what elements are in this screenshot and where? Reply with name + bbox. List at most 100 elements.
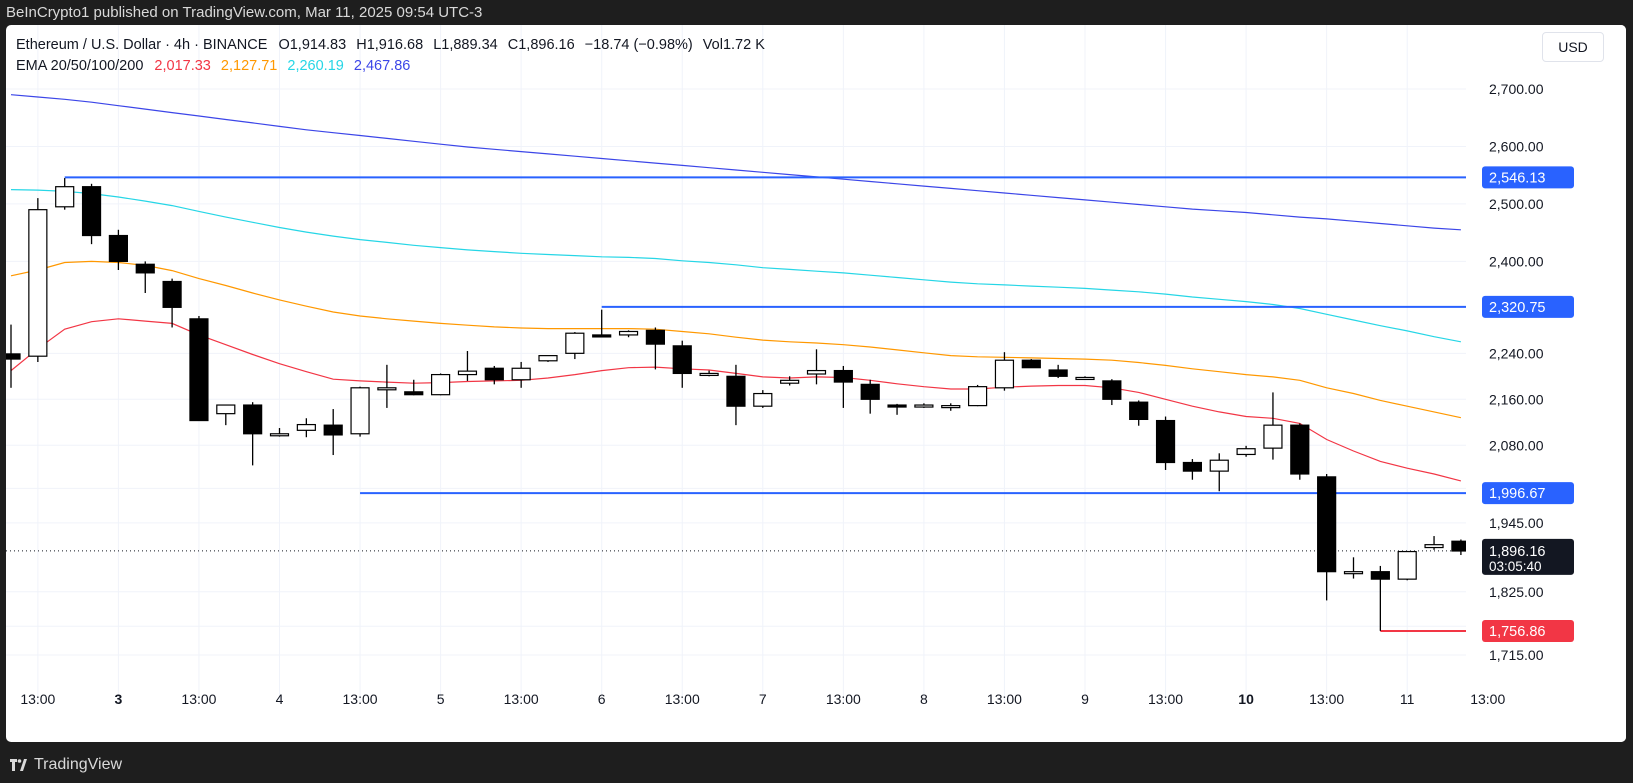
candle-body[interactable] [1075,376,1095,381]
candle-body[interactable] [753,392,773,407]
candle-body[interactable] [323,424,343,436]
candle-body[interactable] [1343,571,1364,575]
ema-line-100 [10,189,1462,343]
candle-body[interactable] [1021,359,1041,369]
candle-body[interactable] [726,375,746,407]
level-tag-label: 1,996.67 [1489,486,1545,502]
y-tick-label: 2,160.00 [1489,391,1544,407]
ema-line-50 [10,260,1462,419]
candle-body[interactable] [538,355,558,362]
ema100-value: 2,260.19 [287,58,344,74]
footer-brand-label: TradingView [34,756,123,773]
x-tick-label: 13:00 [826,691,861,707]
x-tick-label: 4 [276,691,284,707]
candle-body[interactable] [1236,448,1256,456]
close-value: 1,896.16 [518,37,575,53]
candle-body[interactable] [243,404,263,435]
candle-body[interactable] [135,263,155,274]
candle-body[interactable] [6,353,21,360]
ema-label[interactable]: EMA 20/50/100/200 [16,58,144,74]
candle-body[interactable] [81,186,102,237]
x-tick-label: 13:00 [1148,691,1183,707]
candle-body[interactable] [1129,401,1149,421]
candle-body[interactable] [806,369,827,375]
vol-label: Vol [702,37,723,53]
candle-body[interactable] [967,386,988,407]
level-tag[interactable] [1482,166,1574,189]
chart-panel[interactable]: 2,700.00 2,600.00 2,500.00 2,400.00 2,240.00… [6,25,1626,742]
high-label: H [356,37,367,53]
x-tick-label: 6 [598,691,606,707]
candle-body[interactable] [1317,476,1337,573]
candle-body[interactable] [216,404,236,415]
legend-row-symbol: Ethereum / U.S. Dollar · 4h · BINANCE O1… [16,35,771,56]
level-tag-label: 1,756.86 [1489,624,1545,640]
level-tag[interactable] [1482,619,1574,642]
y-tick-label: 1,945.00 [1489,515,1544,531]
footer-brand[interactable]: TradingView [10,752,122,778]
x-tick-label: 13:00 [987,691,1022,707]
x-tick-label: 13:00 [665,691,700,707]
candle-body[interactable] [162,280,182,308]
candle-body[interactable] [645,329,666,345]
x-tick-label: 10 [1238,691,1254,707]
candle-body[interactable] [1397,550,1417,580]
y-tick-label: 2,500.00 [1489,196,1544,212]
candle-body[interactable] [431,373,451,396]
candle-body[interactable] [189,318,209,422]
current-price-tag[interactable] [1482,538,1574,575]
x-tick-label: 13:00 [1470,691,1505,707]
candle-body[interactable] [350,387,370,435]
y-tick-label: 2,240.00 [1489,345,1544,361]
candle-body[interactable] [511,367,531,381]
y-tick-label: 1,715.00 [1489,647,1544,663]
ema50-value: 2,127.71 [220,58,278,74]
y-tick-label: 2,600.00 [1489,138,1544,154]
candle-body[interactable] [914,404,934,408]
current-price-label: 1,896.16 [1489,544,1545,560]
candle-body[interactable] [1102,380,1122,400]
candle-body[interactable] [1182,461,1203,472]
candle-body[interactable] [672,345,692,375]
candle-body[interactable] [887,404,907,408]
candle-body[interactable] [1290,424,1310,475]
level-tag[interactable] [1482,295,1574,318]
candle-body[interactable] [457,370,478,376]
y-tick-label: 2,400.00 [1489,253,1544,269]
candle-body[interactable] [404,391,424,396]
candle-body[interactable] [28,209,48,357]
x-tick-label: 9 [1081,691,1089,707]
candlestick-chart[interactable]: 2,700.00 2,600.00 2,500.00 2,400.00 2,240.00… [6,25,1626,742]
candle-body[interactable] [1209,459,1229,472]
candle-body[interactable] [565,332,585,354]
candle-body[interactable] [833,369,853,383]
candle-body[interactable] [592,334,612,338]
currency-button[interactable]: USD [1542,32,1604,62]
candle-body[interactable] [269,433,290,437]
level-tag-label: 2,320.75 [1489,300,1545,316]
candle-body[interactable] [1424,544,1444,549]
candle-body[interactable] [860,383,880,400]
candle-body[interactable] [484,367,504,381]
legend-row-ema: EMA 20/50/100/200 2,017.33 2,127.71 2,26… [16,56,771,77]
candle-body[interactable] [296,423,316,431]
x-tick-label: 8 [920,691,928,707]
candle-body[interactable] [1155,419,1176,464]
candle-body[interactable] [108,234,129,262]
level-tag[interactable] [1482,482,1574,505]
candle-body[interactable] [994,359,1015,389]
x-tick-label: 13:00 [504,691,539,707]
candle-body[interactable] [55,186,75,208]
symbol-title[interactable]: Ethereum / U.S. Dollar · 4h · BINANCE [16,37,268,53]
candle-body[interactable] [1263,424,1283,449]
candle-body[interactable] [1370,571,1390,580]
candle-body[interactable] [941,405,961,409]
candle-body[interactable] [780,379,800,384]
candle-body[interactable] [699,372,719,377]
level-tag-label: 2,546.13 [1489,170,1545,186]
candle-body[interactable] [377,387,397,391]
candle-body[interactable] [618,330,639,336]
x-tick-label: 13:00 [20,691,55,707]
candle-body[interactable] [1048,369,1068,377]
